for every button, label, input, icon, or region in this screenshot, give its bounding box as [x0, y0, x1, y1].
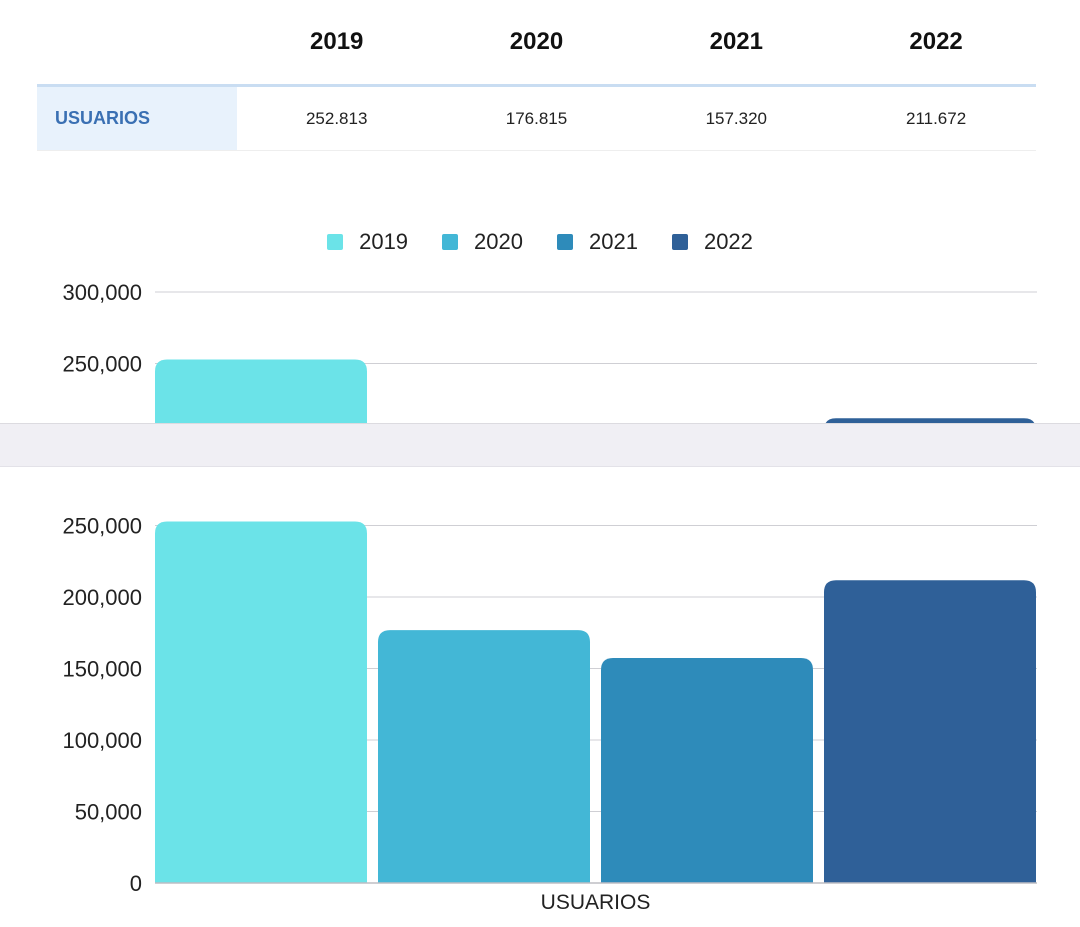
row-header-usuarios: USUARIOS	[37, 85, 237, 151]
table-header-row: 2019 2020 2021 2022	[37, 0, 1036, 87]
column-header: 2019	[236, 0, 437, 87]
legend-swatch	[671, 234, 688, 250]
column-header: 2021	[636, 0, 837, 87]
legend-item-2020[interactable]: 2020	[442, 229, 523, 255]
column-header: 2020	[436, 0, 637, 87]
legend-swatch	[442, 234, 459, 250]
table-cell: 157.320	[636, 85, 837, 151]
y-tick-label: 300,000	[62, 280, 142, 305]
table-corner-cell	[37, 0, 237, 87]
bar-2022[interactable]	[824, 580, 1036, 883]
bar-chart-bottom-section: 050,000100,000150,000200,000250,000300,0…	[62, 514, 1037, 914]
legend-item-2022[interactable]: 2022	[671, 229, 753, 255]
legend-label: 2021	[589, 229, 638, 254]
legend-item-2021[interactable]: 2021	[557, 229, 638, 255]
legend-item-2019[interactable]: 2019	[327, 229, 408, 255]
table-row: USUARIOS 252.813 176.815 157.320 211.672	[37, 85, 1036, 151]
y-tick-label: 200,000	[62, 585, 142, 610]
bar-chart-top-section: 250,000 300,000	[62, 280, 1037, 423]
y-tick-label: 250,000	[62, 514, 142, 539]
bar-2020[interactable]	[378, 630, 590, 883]
data-table: 2019 2020 2021 2022 USUARIOS 252.813 176…	[37, 0, 1036, 151]
chart-legend: 2019 2020 2021 2022	[0, 229, 1080, 255]
y-tick-label: 250,000	[62, 352, 142, 377]
legend-label: 2022	[703, 229, 753, 254]
section-divider	[0, 423, 1080, 467]
bar-2021[interactable]	[601, 658, 813, 883]
legend-swatch	[557, 234, 573, 250]
y-tick-label: 150,000	[62, 657, 142, 682]
y-tick-label: 100,000	[62, 728, 142, 753]
table-cell: 252.813	[236, 85, 437, 151]
bar-2022[interactable]	[824, 418, 1036, 423]
table-cell: 176.815	[436, 85, 637, 151]
top-panel: 2019 2020 2021 2022 USUARIOS 252.813 176…	[0, 0, 1080, 423]
legend-swatch	[327, 234, 344, 250]
bar-2019[interactable]	[155, 521, 367, 883]
column-header: 2022	[836, 0, 1036, 87]
legend-label: 2019	[359, 229, 409, 254]
y-tick-label: 0	[130, 871, 142, 896]
legend-label: 2020	[474, 229, 523, 254]
y-tick-label: 50,000	[75, 800, 142, 825]
table-cell: 211.672	[836, 85, 1036, 151]
bottom-panel: 050,000100,000150,000200,000250,000300,0…	[0, 467, 1080, 927]
bar-2019[interactable]	[155, 359, 367, 423]
x-category-label: USUARIOS	[541, 891, 651, 914]
